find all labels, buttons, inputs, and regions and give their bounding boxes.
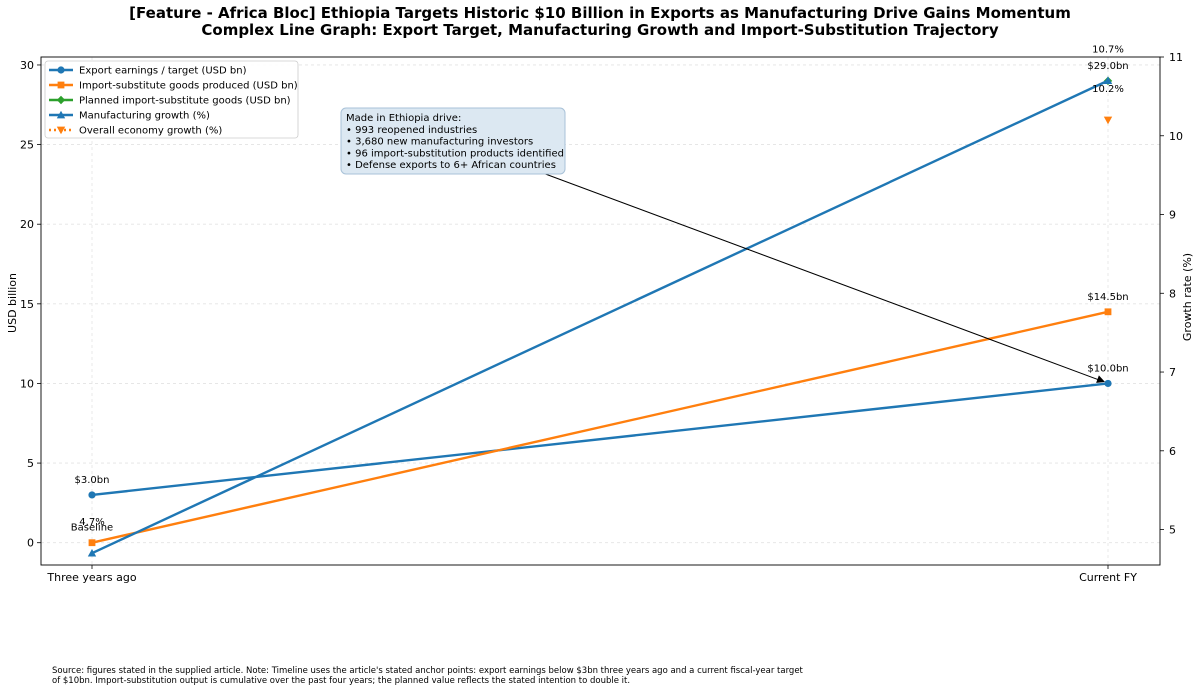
annotation: Made in Ethiopia drive:• 993 reopened in… xyxy=(340,107,1105,383)
legend-label: Export earnings / target (USD bn) xyxy=(79,66,247,77)
legend-frame xyxy=(44,60,299,139)
data-point xyxy=(1104,379,1112,388)
series-line xyxy=(91,79,1109,555)
legend: Export earnings / target (USD bn) Import-… xyxy=(44,60,299,139)
legend-marker xyxy=(57,81,65,89)
y2-tick-label: 7 xyxy=(1169,366,1176,379)
legend-entry: Manufacturing growth (%) xyxy=(49,111,210,122)
annotation-arrow xyxy=(539,171,1104,382)
y-tick-label: 30 xyxy=(20,59,34,72)
annotation-line: • 96 import-substitution products identi… xyxy=(346,148,564,159)
legend-entry: Planned import-substitute goods (USD bn) xyxy=(49,96,291,107)
y-axis-label: USD billion xyxy=(6,273,19,333)
data-label: $3.0bn xyxy=(75,475,110,486)
data-label: 4.7% xyxy=(79,517,104,528)
series-line xyxy=(91,310,1109,544)
data-label: $10.0bn xyxy=(1087,363,1128,374)
y2-axis-label: Growth rate (%) xyxy=(1181,253,1194,341)
axes: 0 5 10 15 20 25 30 Three years ago Current FY 5 6 7… xyxy=(20,51,1183,584)
legend-marker xyxy=(57,66,65,74)
legend-entry: Import-substitute goods produced (USD bn… xyxy=(49,81,298,92)
series-line xyxy=(91,382,1109,497)
series-layer xyxy=(87,76,1113,557)
chart: [Feature - Africa Bloc] Ethiopia Targets… xyxy=(6,4,1194,584)
y-tick-label: 25 xyxy=(20,139,34,152)
legend-marker xyxy=(56,110,66,119)
legend-marker xyxy=(56,126,66,135)
data-point xyxy=(88,491,96,499)
source-note: Source: figures stated in the supplied a… xyxy=(52,666,803,686)
y2-tick-label: 9 xyxy=(1169,209,1176,222)
legend-label: Overall economy growth (%) xyxy=(79,126,222,137)
y-tick-label: 0 xyxy=(27,537,34,550)
plot-frame xyxy=(40,56,1161,566)
y2-tick-label: 11 xyxy=(1169,51,1183,64)
data-label: $14.5bn xyxy=(1087,292,1128,303)
data-point xyxy=(1103,76,1113,84)
legend-entry: Export earnings / target (USD bn) xyxy=(49,66,247,77)
annotation-box xyxy=(340,107,566,175)
legend-label: Planned import-substitute goods (USD bn) xyxy=(79,96,291,107)
data-label: 10.7% xyxy=(1092,45,1124,56)
y2-tick-label: 5 xyxy=(1169,524,1176,537)
y-tick-label: 20 xyxy=(20,218,34,231)
legend-entry: Overall economy growth (%) xyxy=(49,126,222,137)
data-point xyxy=(1104,308,1112,316)
y-tick-label: 10 xyxy=(20,377,34,390)
y-tick-label: 15 xyxy=(20,298,34,311)
data-point xyxy=(88,539,96,547)
legend-label: Import-substitute goods produced (USD bn… xyxy=(79,81,298,92)
y2-tick-label: 10 xyxy=(1169,130,1183,143)
legend-label: Manufacturing growth (%) xyxy=(79,111,210,122)
x-tick-label: Current FY xyxy=(1079,571,1137,584)
chart-title: [Feature - Africa Bloc] Ethiopia Targets… xyxy=(129,4,1071,22)
y2-tick-label: 6 xyxy=(1169,445,1176,458)
data-point xyxy=(1103,116,1113,125)
legend-marker xyxy=(56,95,66,105)
annotation-line: • 993 reopened industries xyxy=(346,125,477,136)
y2-tick-label: 8 xyxy=(1169,287,1176,300)
y-tick-label: 5 xyxy=(27,457,34,470)
annotation-line: • Defense exports to 6+ African countrie… xyxy=(346,160,556,171)
data-label: $29.0bn xyxy=(1087,61,1128,72)
data-point xyxy=(87,548,97,557)
annotation-line: • 3,680 new manufacturing investors xyxy=(346,137,533,148)
data-label: Baseline xyxy=(71,523,113,534)
chart-subtitle: Complex Line Graph: Export Target, Manuf… xyxy=(201,21,998,39)
data-labels: $3.0bn $10.0bn $14.5bn Baseline $29.0bn 4.7% 1… xyxy=(71,45,1129,534)
x-tick-label: Three years ago xyxy=(46,571,136,584)
annotation-arrowhead xyxy=(1096,375,1105,383)
annotation-line: Made in Ethiopia drive: xyxy=(346,113,461,124)
data-label: 10.2% xyxy=(1092,84,1124,95)
